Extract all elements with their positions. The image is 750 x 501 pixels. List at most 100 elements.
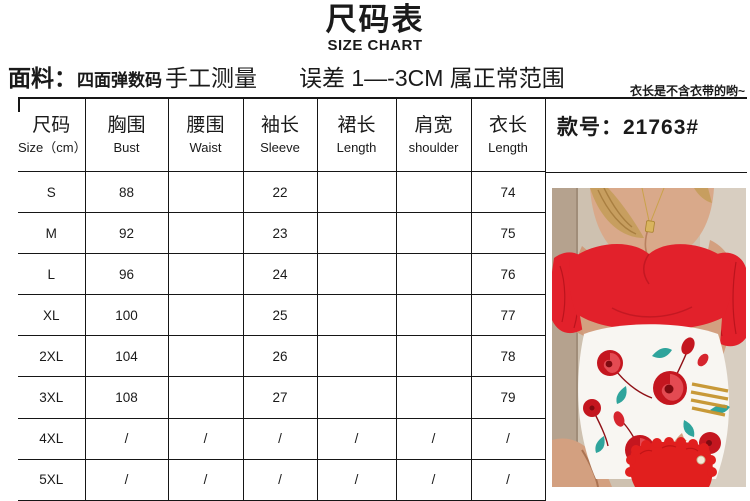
table-row-s: S 88 22 74: [18, 171, 546, 213]
col-header-bust: 胸围 Bust: [85, 99, 169, 172]
table-row-m: M 92 23 75: [18, 212, 546, 254]
cell-shoulder: /: [396, 418, 472, 460]
cell-garment-length: 74: [471, 171, 546, 213]
col-header-waist: 腰围 Waist: [168, 99, 244, 172]
product-photo-illustration: [552, 188, 746, 487]
header-zh: 衣长: [488, 115, 527, 136]
cell-skirt-length: [317, 253, 397, 295]
cell-skirt-length: /: [317, 418, 397, 460]
fabric-info-line: 面料： 四面弹数码 手工测量 误差 1—-3CM 属正常范围: [8, 59, 565, 93]
cell-shoulder: [396, 212, 472, 254]
cell-size: M: [18, 212, 86, 254]
cell-shoulder: [396, 335, 472, 377]
cell-waist: [168, 171, 244, 213]
header-zh: 裙长: [337, 115, 376, 136]
cell-garment-length: 79: [471, 376, 546, 419]
cell-size: 3XL: [18, 376, 86, 419]
cell-size: 5XL: [18, 459, 86, 501]
table-row-4xl: 4XL / / / / / /: [18, 418, 546, 460]
header-en: Length: [488, 140, 528, 155]
cell-waist: /: [168, 418, 244, 460]
cell-waist: [168, 212, 244, 254]
cell-waist: [168, 376, 244, 419]
cell-sleeve: 24: [243, 253, 318, 295]
cell-sleeve: /: [243, 418, 318, 460]
header-en: Bust: [113, 140, 140, 155]
cell-bust: 104: [85, 335, 169, 377]
style-number-value: 21763#: [623, 116, 700, 139]
cell-shoulder: [396, 376, 472, 419]
cell-garment-length: /: [471, 459, 546, 501]
col-header-skirt-length: 裙长 Length: [317, 99, 397, 172]
cell-bust: 108: [85, 376, 169, 419]
cell-waist: [168, 294, 244, 336]
cell-size: S: [18, 171, 86, 213]
cell-sleeve: /: [243, 459, 318, 501]
cell-size: XL: [18, 294, 86, 336]
cell-sleeve: 25: [243, 294, 318, 336]
cell-sleeve: 23: [243, 212, 318, 254]
cell-skirt-length: /: [317, 459, 397, 501]
table-row-5xl: 5XL / / / / / /: [18, 459, 546, 501]
header-zh: 腰围: [186, 115, 225, 136]
cell-skirt-length: [317, 171, 397, 213]
col-header-size: 尺码 Size（cm）: [18, 99, 87, 172]
divider-line: [18, 97, 747, 99]
title-block: 尺码表 SIZE CHART: [0, 2, 750, 55]
col-header-sleeve: 袖长 Sleeve: [243, 99, 318, 172]
cell-skirt-length: [317, 376, 397, 419]
cell-garment-length: 75: [471, 212, 546, 254]
table-row-l: L 96 24 76: [18, 253, 546, 295]
tolerance-text: 误差 1—-3CM 属正常范围: [299, 65, 565, 91]
header-zh: 胸围: [107, 115, 146, 136]
header-en: Waist: [189, 140, 222, 155]
cell-size: 4XL: [18, 418, 86, 460]
cell-bust: 88: [85, 171, 169, 213]
style-number-label: 款号：: [557, 116, 623, 139]
cell-waist: /: [168, 459, 244, 501]
header-en: Size（cm）: [18, 140, 87, 155]
measure-method-text: 手工测量: [165, 65, 257, 91]
header-en: Length: [336, 140, 377, 155]
table-row-2xl: 2XL 104 26 78: [18, 335, 546, 377]
cell-skirt-length: [317, 335, 397, 377]
cell-waist: [168, 335, 244, 377]
cell-sleeve: 27: [243, 376, 318, 419]
header-zh: 肩宽: [414, 115, 453, 136]
col-header-garment-length: 衣长 Length: [471, 99, 546, 172]
cell-garment-length: 76: [471, 253, 546, 295]
cell-waist: [168, 253, 244, 295]
style-number: 款号：21763#: [557, 111, 699, 141]
header-en: shoulder: [408, 140, 459, 155]
cell-garment-length: /: [471, 418, 546, 460]
cell-skirt-length: [317, 294, 397, 336]
table-row-3xl: 3XL 108 27 79: [18, 376, 546, 419]
cell-bust: 92: [85, 212, 169, 254]
header-zh: 尺码: [32, 115, 71, 136]
page-subtitle: SIZE CHART: [327, 37, 423, 54]
cell-bust: /: [85, 459, 169, 501]
cell-size: 2XL: [18, 335, 86, 377]
page-title: 尺码表: [325, 2, 425, 37]
cell-garment-length: 77: [471, 294, 546, 336]
cell-sleeve: 26: [243, 335, 318, 377]
table-row-xl: XL 100 25 77: [18, 294, 546, 336]
header-en: Sleeve: [260, 140, 300, 155]
cell-shoulder: /: [396, 459, 472, 501]
cell-bust: 96: [85, 253, 169, 295]
fabric-label: 面料：: [8, 65, 77, 91]
size-chart-table: 尺码 Size（cm） 胸围 Bust 腰围 Waist 袖长 Sleeve 裙…: [18, 99, 546, 501]
col-header-shoulder: 肩宽 shoulder: [396, 99, 472, 172]
style-number-divider: [545, 171, 747, 173]
header-zh: 袖长: [260, 115, 299, 136]
header-row: 尺码 Size（cm） 胸围 Bust 腰围 Waist 袖长 Sleeve 裙…: [18, 99, 546, 172]
cell-sleeve: 22: [243, 171, 318, 213]
cell-skirt-length: [317, 212, 397, 254]
cell-garment-length: 78: [471, 335, 546, 377]
cell-size: L: [18, 253, 86, 295]
cell-bust: /: [85, 418, 169, 460]
fabric-value: 四面弹数码: [77, 71, 162, 90]
cell-shoulder: [396, 294, 472, 336]
cell-bust: 100: [85, 294, 169, 336]
cell-shoulder: [396, 171, 472, 213]
